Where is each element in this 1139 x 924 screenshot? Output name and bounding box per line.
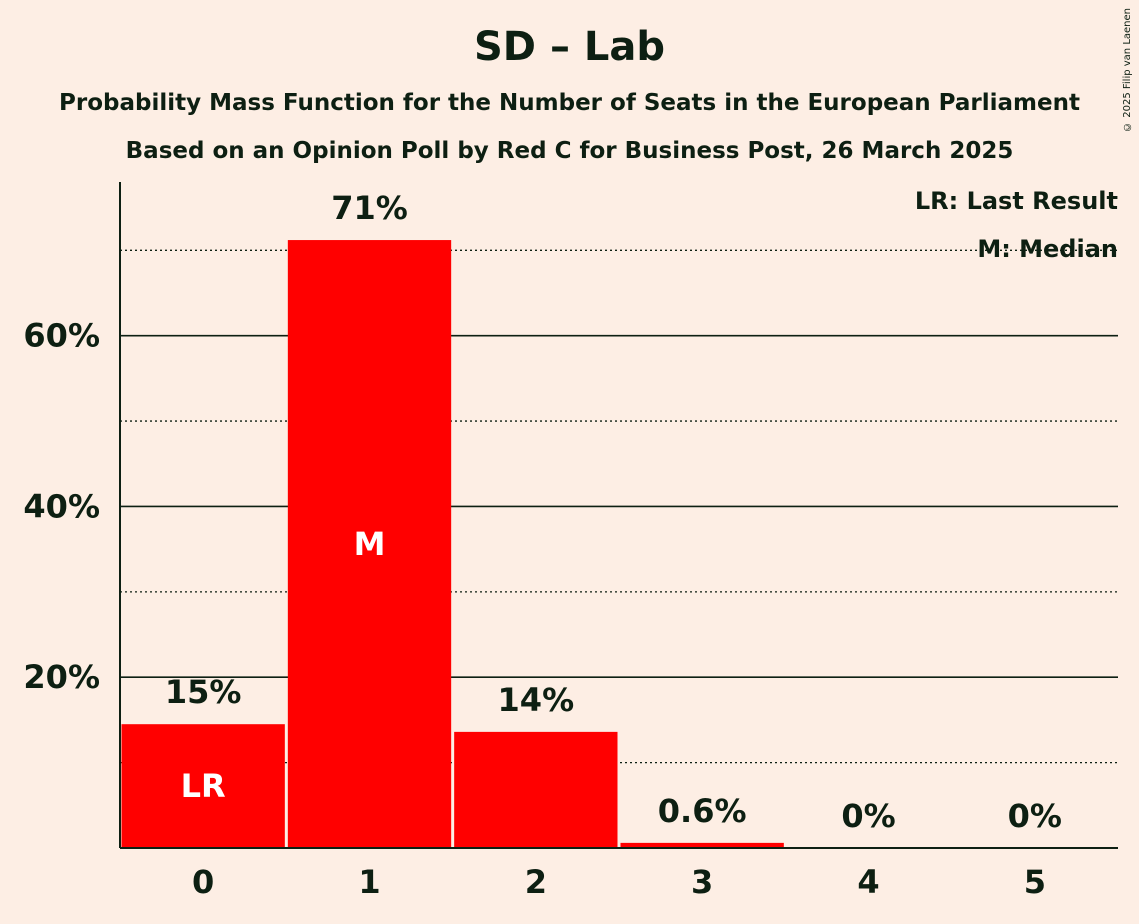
chart-subtitle: Probability Mass Function for the Number… [59,90,1080,116]
y-tick-label: 40% [23,487,100,525]
legend-last-result: LR: Last Result [915,187,1118,215]
x-tick-label: 0 [192,863,214,901]
bar-value-label: 14% [498,681,575,719]
bar-marker-label: LR [181,767,226,805]
bar [454,731,618,848]
bar-value-label: 71% [331,189,408,227]
y-tick-label: 20% [23,658,100,696]
legend-median: M: Median [977,235,1118,263]
bar-marker-label: M [354,525,386,563]
bar [620,842,784,848]
x-tick-label: 3 [691,863,713,901]
x-tick-label: 1 [358,863,380,901]
bar-value-label: 0.6% [658,792,747,830]
chart-title: SD – Lab [474,24,665,70]
bar [287,240,452,849]
x-tick-label: 4 [857,863,879,901]
bar [121,724,285,848]
chart-subtitle-source: Based on an Opinion Poll by Red C for Bu… [125,138,1014,164]
bar-value-label: 0% [1008,797,1062,835]
x-tick-label: 5 [1024,863,1046,901]
x-tick-label: 2 [525,863,547,901]
bar-value-label: 15% [165,673,242,711]
bar-value-label: 0% [841,797,895,835]
y-tick-label: 60% [23,317,100,355]
